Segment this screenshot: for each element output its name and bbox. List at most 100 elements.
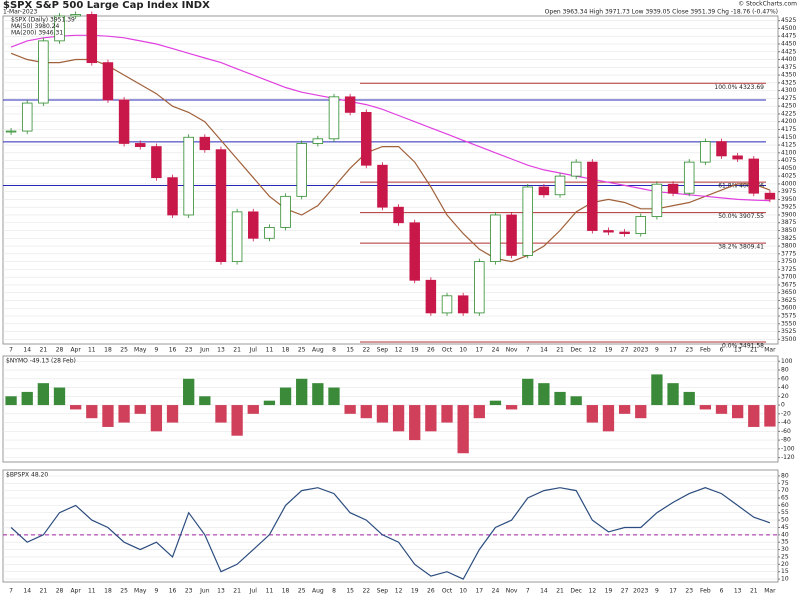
x-tick-label: 17 [669, 588, 677, 595]
y-tick-label: 3975 [781, 188, 796, 195]
candle-body [635, 216, 647, 235]
y-tick-label: -80 [781, 437, 791, 444]
y-tick-label: 4525 [781, 17, 796, 24]
candle-body [5, 130, 17, 133]
candle-body [732, 155, 743, 160]
candle-body [409, 222, 420, 281]
x-tick-label: 18 [104, 347, 112, 354]
bar [344, 405, 356, 414]
y-tick-label: 3950 [781, 196, 796, 203]
x-tick-label: Mar [764, 588, 776, 595]
x-tick-label: 22 [362, 588, 370, 595]
candle-body [587, 161, 598, 231]
quote: Open 3963.34 High 3971.73 Low 3939.05 Cl… [545, 9, 778, 16]
candle-body [248, 211, 259, 239]
legend-entry: $SPX (Daily) 3951.39 [11, 17, 75, 24]
x-tick-label: Jul [249, 588, 258, 595]
candle-body [215, 149, 227, 263]
x-tick-label: Dec [570, 588, 582, 595]
x-tick-label: Nov [506, 588, 518, 595]
y-tick-label: 4175 [781, 126, 796, 133]
x-tick-label: 7 [526, 347, 530, 354]
x-tick-label: Apr [70, 588, 81, 595]
y-tick-label: 3550 [781, 320, 796, 327]
candle-body [328, 96, 340, 140]
y-tick-label: 4500 [781, 25, 796, 32]
x-tick-label: 21 [750, 347, 758, 354]
y-tick-label: 4025 [781, 173, 796, 180]
x-tick-label: 14 [23, 588, 31, 595]
bar [748, 405, 760, 427]
x-tick-label: 10 [459, 347, 467, 354]
y-tick-label: 4200 [781, 118, 796, 125]
bar [37, 383, 50, 406]
y-tick-label: 4475 [781, 33, 796, 40]
bar [215, 405, 227, 423]
candle-body [619, 231, 630, 235]
y-tick-label: 80 [781, 367, 789, 374]
candle-body [21, 102, 33, 132]
candle-body [231, 211, 243, 263]
x-tick-label: Jun [199, 347, 210, 354]
candle-body [151, 146, 162, 179]
candle-body [118, 99, 130, 144]
bar [425, 405, 437, 432]
y-tick-label: 20 [781, 561, 789, 568]
bar [279, 387, 292, 406]
x-tick-label: 11 [266, 347, 274, 354]
y-tick-label: 3500 [781, 336, 796, 343]
candle-body [312, 138, 324, 144]
y-tick-label: 10 [781, 576, 789, 583]
bar [586, 405, 598, 423]
x-tick-label: 18 [104, 588, 112, 595]
x-tick-label: 9 [655, 588, 659, 595]
candle-body [425, 279, 437, 314]
x-tick-label: 18 [282, 347, 290, 354]
x-tick-label: 25 [120, 588, 128, 595]
panel-frame [2, 469, 779, 583]
x-tick-label: 18 [282, 588, 290, 595]
bar [764, 405, 776, 427]
y-tick-label: 4275 [781, 95, 796, 102]
x-tick-label: 7 [9, 347, 13, 354]
x-tick-label: Nov [506, 347, 518, 354]
y-tick-label: 3750 [781, 258, 796, 265]
y-tick-label: 50 [781, 517, 789, 524]
x-tick-label: Dec [570, 347, 582, 354]
x-tick-label: 17 [475, 588, 483, 595]
x-tick-label: 12 [589, 347, 597, 354]
moving-average [10, 52, 771, 263]
x-tick-label: 21 [750, 588, 758, 595]
candle-body [716, 141, 727, 157]
moving-average [10, 34, 770, 202]
x-tick-label: 28 [56, 588, 64, 595]
x-tick-label: 9 [154, 588, 158, 595]
x-tick-label: 13 [734, 347, 742, 354]
x-tick-label: 26 [427, 347, 435, 354]
candle-body [344, 96, 356, 113]
panel-frame [2, 355, 779, 463]
y-tick-label: 4050 [781, 165, 796, 172]
x-tick-label: 23 [185, 588, 193, 595]
x-tick-label: 19 [605, 588, 613, 595]
y-tick-label: 70 [781, 487, 789, 494]
bar [667, 383, 679, 406]
x-tick-label: Oct [442, 347, 453, 354]
y-tick-label: 3650 [781, 289, 796, 296]
x-tick-label: 21 [556, 347, 564, 354]
x-tick-label: 19 [411, 347, 419, 354]
y-tick-label: 45 [781, 524, 789, 531]
bar [505, 405, 518, 410]
x-tick-label: 11 [266, 588, 274, 595]
x-tick-label: 28 [56, 347, 64, 354]
bar [602, 405, 615, 432]
x-tick-label: Aug [312, 588, 324, 595]
y-tick-label: 60 [781, 502, 789, 509]
x-tick-label: 14 [540, 588, 548, 595]
y-tick-label: 3850 [781, 227, 796, 234]
candle-body [490, 214, 501, 263]
candle-body [683, 161, 695, 194]
candle-body [296, 143, 307, 197]
candle-body [377, 164, 388, 208]
